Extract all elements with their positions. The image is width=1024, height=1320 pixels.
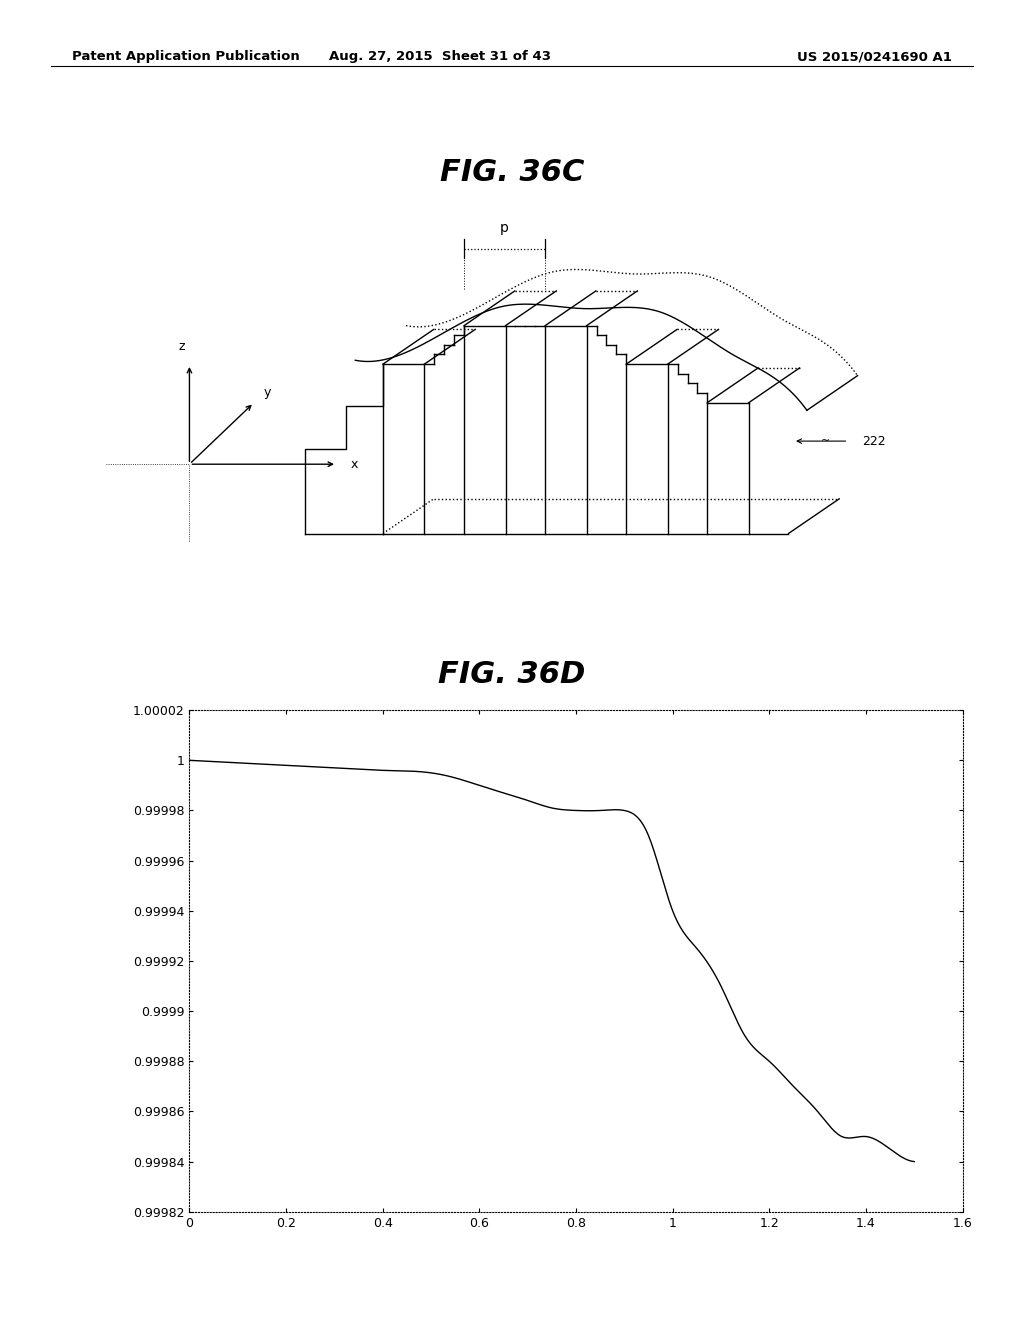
- Text: z: z: [178, 339, 184, 352]
- Text: FIG. 36D: FIG. 36D: [438, 660, 586, 689]
- Text: p: p: [500, 220, 509, 235]
- Text: x: x: [350, 458, 358, 471]
- Text: Patent Application Publication: Patent Application Publication: [72, 50, 299, 63]
- Text: Aug. 27, 2015  Sheet 31 of 43: Aug. 27, 2015 Sheet 31 of 43: [330, 50, 551, 63]
- Text: 222: 222: [862, 434, 886, 447]
- Text: FIG. 36C: FIG. 36C: [440, 158, 584, 187]
- Text: US 2015/0241690 A1: US 2015/0241690 A1: [798, 50, 952, 63]
- Text: ~: ~: [820, 436, 830, 446]
- Text: y: y: [263, 385, 270, 399]
